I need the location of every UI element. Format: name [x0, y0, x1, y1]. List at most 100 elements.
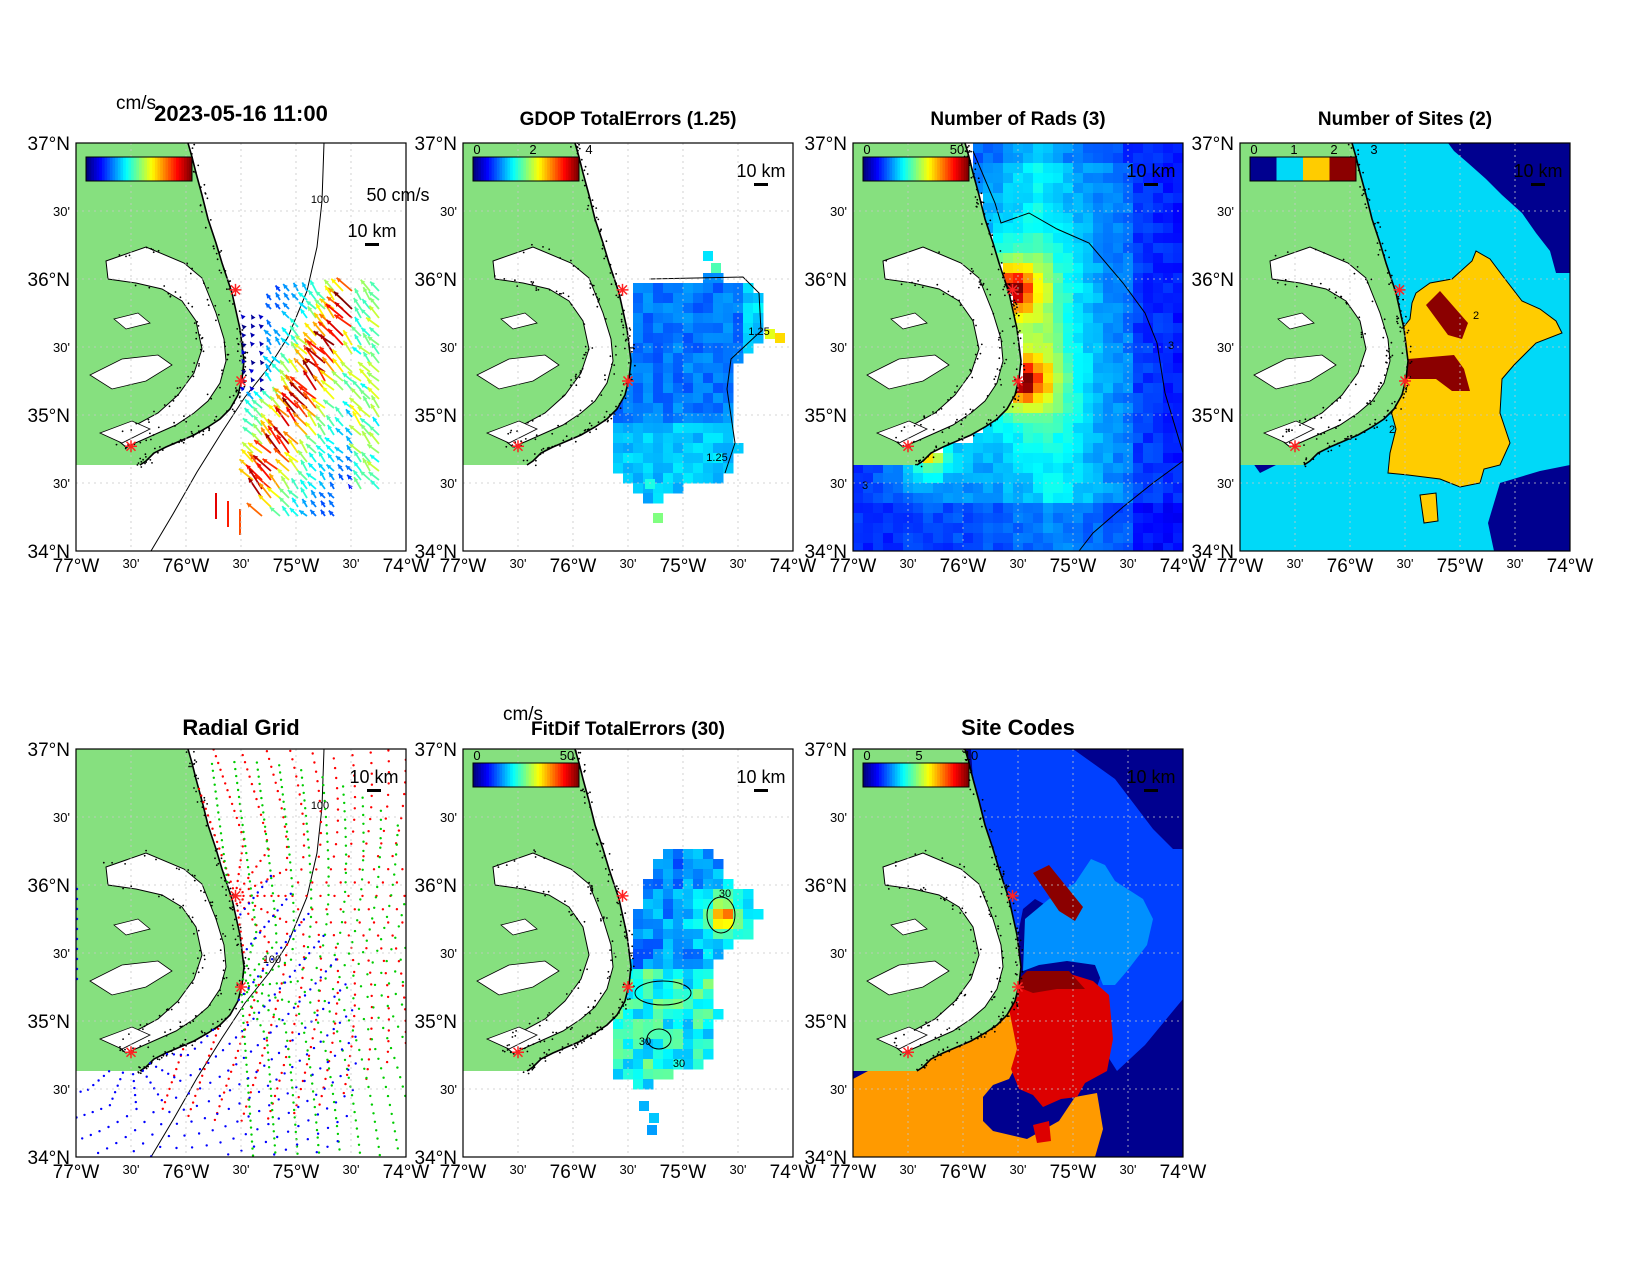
field-cell: [1123, 443, 1134, 454]
field-cell: [633, 969, 644, 980]
field-cell: [1173, 273, 1183, 284]
shoreline-dot: [885, 259, 888, 262]
field-cell: [1103, 203, 1114, 214]
shoreline-dot: [576, 146, 579, 149]
lat-tick-label: 36°N: [415, 876, 457, 897]
radial-point-green: [333, 953, 336, 957]
shoreline-dot: [605, 410, 608, 413]
radial-point-green: [247, 957, 250, 961]
radial-point-green: [312, 1098, 316, 1101]
field-cell: [703, 333, 714, 344]
shoreline-dot: [209, 219, 212, 221]
radar-site-marker: [1012, 375, 1024, 387]
radial-point-blue: [107, 1125, 110, 1129]
radial-point-blue: [263, 1064, 266, 1067]
colorbar-segment: [520, 157, 524, 181]
field-cell: [1033, 193, 1044, 204]
radial-point-red: [335, 776, 338, 780]
radial-point-blue: [332, 1027, 335, 1031]
radial-point-red: [259, 859, 262, 863]
field-cell: [1083, 153, 1094, 164]
vector-head: [303, 370, 308, 376]
shoreline-dot: [233, 410, 236, 413]
shoreline-dot: [974, 162, 977, 165]
shoreline-dot: [632, 957, 634, 960]
shoreline-dot: [597, 421, 600, 424]
radial-point-blue: [263, 1037, 266, 1041]
shoreline-dot: [125, 255, 127, 258]
field-cell: [633, 909, 644, 920]
shoreline-dot: [1298, 420, 1301, 422]
colorbar-segment: [876, 157, 880, 181]
colorbar-segment: [870, 157, 875, 181]
radial-point-blue: [303, 1079, 306, 1083]
field-cell: [983, 473, 994, 484]
radial-point-green: [253, 968, 256, 971]
shoreline-dot: [554, 444, 557, 447]
field-cell: [963, 503, 974, 514]
field-cell: [1033, 313, 1044, 324]
shoreline-dot: [177, 394, 179, 396]
field-cell: [1003, 483, 1014, 494]
shoreline-dot: [1002, 1011, 1004, 1014]
shoreline-dot: [146, 1023, 148, 1025]
scale-bar-line: [365, 243, 379, 246]
field-cell: [1173, 433, 1183, 444]
field-cell: [1063, 453, 1074, 464]
field-cell: [1073, 343, 1084, 354]
field-cell: [653, 453, 664, 464]
field-cell: [713, 293, 724, 304]
vector-head: [318, 451, 324, 457]
field-cell: [1053, 163, 1064, 174]
axis-ticks: 37°N30'36°N30'35°N30'34°N77°W 30' 76°W 30' 7…: [28, 740, 430, 1183]
radial-point-red: [387, 1007, 390, 1010]
radial-point-red: [300, 921, 303, 924]
radial-point-red: [385, 1060, 389, 1064]
shoreline-dot: [1388, 256, 1390, 259]
category-darkred: [1402, 355, 1470, 391]
radial-point-green: [271, 968, 274, 971]
shoreline-dot: [537, 1017, 539, 1020]
field-cell: [653, 383, 664, 394]
radial-point-green: [369, 1094, 372, 1098]
field-cell: [723, 403, 734, 414]
radial-point-blue: [156, 1093, 160, 1096]
shoreline-dot: [1274, 254, 1277, 257]
field-cell: [1083, 283, 1094, 294]
field-cell: [1073, 293, 1084, 304]
lat-tick-label: 30': [830, 476, 847, 491]
shoreline-dot: [1357, 169, 1360, 172]
shoreline-dot: [969, 272, 972, 275]
shoreline-dot: [932, 456, 935, 459]
shoreline-dot: [561, 1046, 564, 1048]
field-cell: [1143, 223, 1154, 234]
field-cell: [723, 293, 734, 304]
field-cell: [1163, 143, 1174, 154]
shoreline-dot: [1017, 399, 1020, 402]
radial-point-red: [387, 782, 390, 785]
radial-point-green: [247, 985, 251, 988]
shoreline-dot: [1402, 388, 1405, 391]
field-cell: [693, 313, 704, 324]
shoreline-dot: [149, 459, 152, 461]
shoreline-dot: [591, 829, 594, 831]
vector-head: [303, 392, 308, 398]
field-cell: [1153, 383, 1164, 394]
colorbar-segment: [186, 157, 190, 181]
shoreline-dot: [629, 329, 632, 331]
vector-head: [250, 341, 255, 347]
shoreline-dot: [212, 1023, 214, 1025]
colorbar-segment: [139, 157, 143, 181]
colorbar-segment: [945, 157, 949, 181]
radial-point-red: [241, 944, 244, 947]
radial-point-red: [253, 904, 257, 908]
field-cell: [623, 443, 634, 454]
field-cell: [643, 343, 654, 354]
radial-point-green: [319, 955, 322, 958]
vector-head: [361, 327, 367, 333]
radial-point-green: [357, 1143, 361, 1146]
field-cell: [1013, 173, 1024, 184]
shoreline-dot: [216, 258, 219, 261]
shoreline-dot: [214, 857, 216, 860]
field-cell: [1103, 363, 1114, 374]
